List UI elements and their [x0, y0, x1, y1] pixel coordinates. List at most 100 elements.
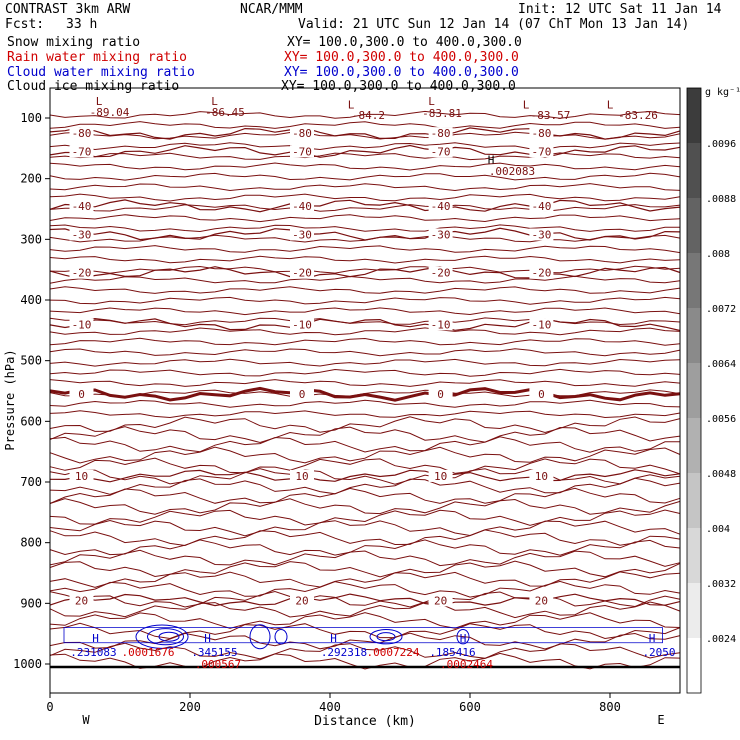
colorbar-swatch	[687, 253, 701, 309]
org-title: NCAR/MMM	[240, 2, 303, 17]
contour-extreme-value: -89.04	[90, 106, 130, 119]
contour-label-bg	[529, 469, 554, 482]
colorbar-label: .0064	[706, 359, 736, 370]
contour-label--40: -40	[72, 200, 92, 213]
contour-label--10: -10	[531, 318, 551, 331]
cloud-water-contour	[147, 628, 184, 646]
contour-extreme-value: -83.26	[618, 109, 658, 122]
valid-time: Valid: 21 UTC Sun 12 Jan 14 (07 ChT Mon …	[298, 17, 690, 32]
temperature-contour-line	[49, 204, 681, 212]
temperature-contour-line	[49, 348, 681, 357]
init-time: Init: 12 UTC Sat 11 Jan 14	[518, 2, 722, 17]
contour-label-20: 20	[75, 594, 88, 607]
contour-label-bg	[428, 127, 453, 140]
low-marker: L	[607, 99, 614, 112]
field-snow: Snow mixing ratio	[7, 35, 141, 50]
contour-extreme-value: -83.57	[531, 109, 571, 122]
temperature-contour-20	[49, 593, 681, 607]
colorbar-label: .0024	[706, 634, 736, 645]
contour-label-bg	[529, 127, 554, 140]
temperature-contour--20	[49, 266, 681, 280]
cloud-water-value: .2050	[642, 646, 675, 659]
contour-label--70: -70	[431, 145, 451, 158]
temperature-contour-line	[49, 327, 681, 336]
x-tick-label: 400	[319, 700, 341, 714]
contour-label--20: -20	[292, 267, 312, 280]
contour-label--40: -40	[531, 200, 551, 213]
contour-label--10: -10	[72, 318, 92, 331]
temperature-contour-line	[49, 410, 681, 419]
colorbar-unit: g kg⁻¹	[705, 87, 740, 98]
contour-label-bg	[529, 594, 554, 607]
contour-label-bg	[529, 388, 554, 401]
temperature-contour-line	[49, 275, 681, 284]
temperature-contour-line	[49, 121, 681, 129]
field-rain-xy: XY= 100.0,300.0 to 400.0,300.0	[284, 50, 519, 65]
cloud-water-contour	[456, 629, 470, 645]
contour-label-bg	[290, 318, 314, 331]
rain-water-value: .0001676	[122, 646, 175, 659]
contour-label--70: -70	[72, 145, 92, 158]
contour-label-bg	[428, 318, 453, 331]
contour-label-bg	[428, 266, 453, 279]
contour-label-bg	[529, 266, 554, 279]
cloud-water-high-marker: H	[204, 632, 211, 645]
temperature-contour-line	[49, 296, 681, 305]
temperature-contour-line	[49, 436, 680, 453]
y-tick-label: 200	[20, 172, 42, 186]
contour-label-0: 0	[78, 388, 85, 401]
temperature-contour-line	[49, 642, 681, 660]
contour-label-10: 10	[434, 470, 447, 483]
contour-label-bg	[290, 228, 314, 241]
temperature-contour-line	[49, 337, 681, 346]
contour-label-10: 10	[75, 470, 88, 483]
x-axis-title: Distance (km)	[314, 714, 416, 729]
contour-extreme-value: .002083	[489, 165, 535, 178]
surface-features	[50, 624, 680, 669]
contour-label--20: -20	[72, 267, 92, 280]
temperature-contour-line	[49, 131, 681, 140]
contour-label-bg	[69, 228, 94, 241]
rain-water-value: .0007224	[367, 646, 420, 659]
colorbar-swatch	[687, 528, 701, 584]
temperature-contour-line	[49, 539, 681, 556]
cloud-water-value: .231083	[70, 646, 116, 659]
y-tick-label: 800	[20, 536, 42, 550]
cloud-water-contour	[369, 629, 403, 645]
x-tick-label: 600	[459, 700, 481, 714]
colorbar-label: .0032	[706, 579, 736, 590]
temperature-contour-line	[49, 498, 681, 515]
colorbar-swatch	[687, 88, 701, 144]
temperature-contour-line	[49, 286, 681, 294]
temperature-contour-line	[49, 612, 681, 629]
temperature-contour-line	[49, 529, 681, 547]
contour-label-bg	[69, 145, 94, 158]
contour-label--80: -80	[292, 127, 312, 140]
temperature-contour-line	[49, 183, 681, 192]
contour-label-bg	[290, 388, 314, 401]
contour-extreme-value: -84.2	[352, 109, 385, 122]
rain-water-value: .000567	[195, 658, 241, 671]
temperature-contour--40	[49, 199, 681, 213]
temperature-contour-line	[49, 446, 681, 464]
x-end-label-west: W	[82, 713, 90, 727]
colorbar-label: .0056	[706, 414, 736, 425]
temperature-contour-line	[49, 590, 681, 608]
colorbar-swatch	[687, 143, 701, 199]
y-tick-label: 1000	[13, 657, 42, 671]
contour-label-0: 0	[437, 388, 444, 401]
temperature-contour--80	[49, 127, 681, 140]
contour-label-20: 20	[434, 594, 447, 607]
contour-label--40: -40	[431, 200, 451, 213]
colorbar-label: .004	[706, 524, 730, 535]
contour-label-bg	[428, 388, 453, 401]
temperature-contour-line	[49, 457, 681, 475]
x-tick-label: 200	[179, 700, 201, 714]
low-marker: L	[211, 95, 218, 108]
low-marker: L	[523, 99, 530, 112]
temperature-contour--70	[49, 144, 681, 159]
temperature-contour-line	[49, 379, 681, 387]
contour-label--80: -80	[431, 127, 451, 140]
contour-label-bg	[428, 228, 453, 241]
